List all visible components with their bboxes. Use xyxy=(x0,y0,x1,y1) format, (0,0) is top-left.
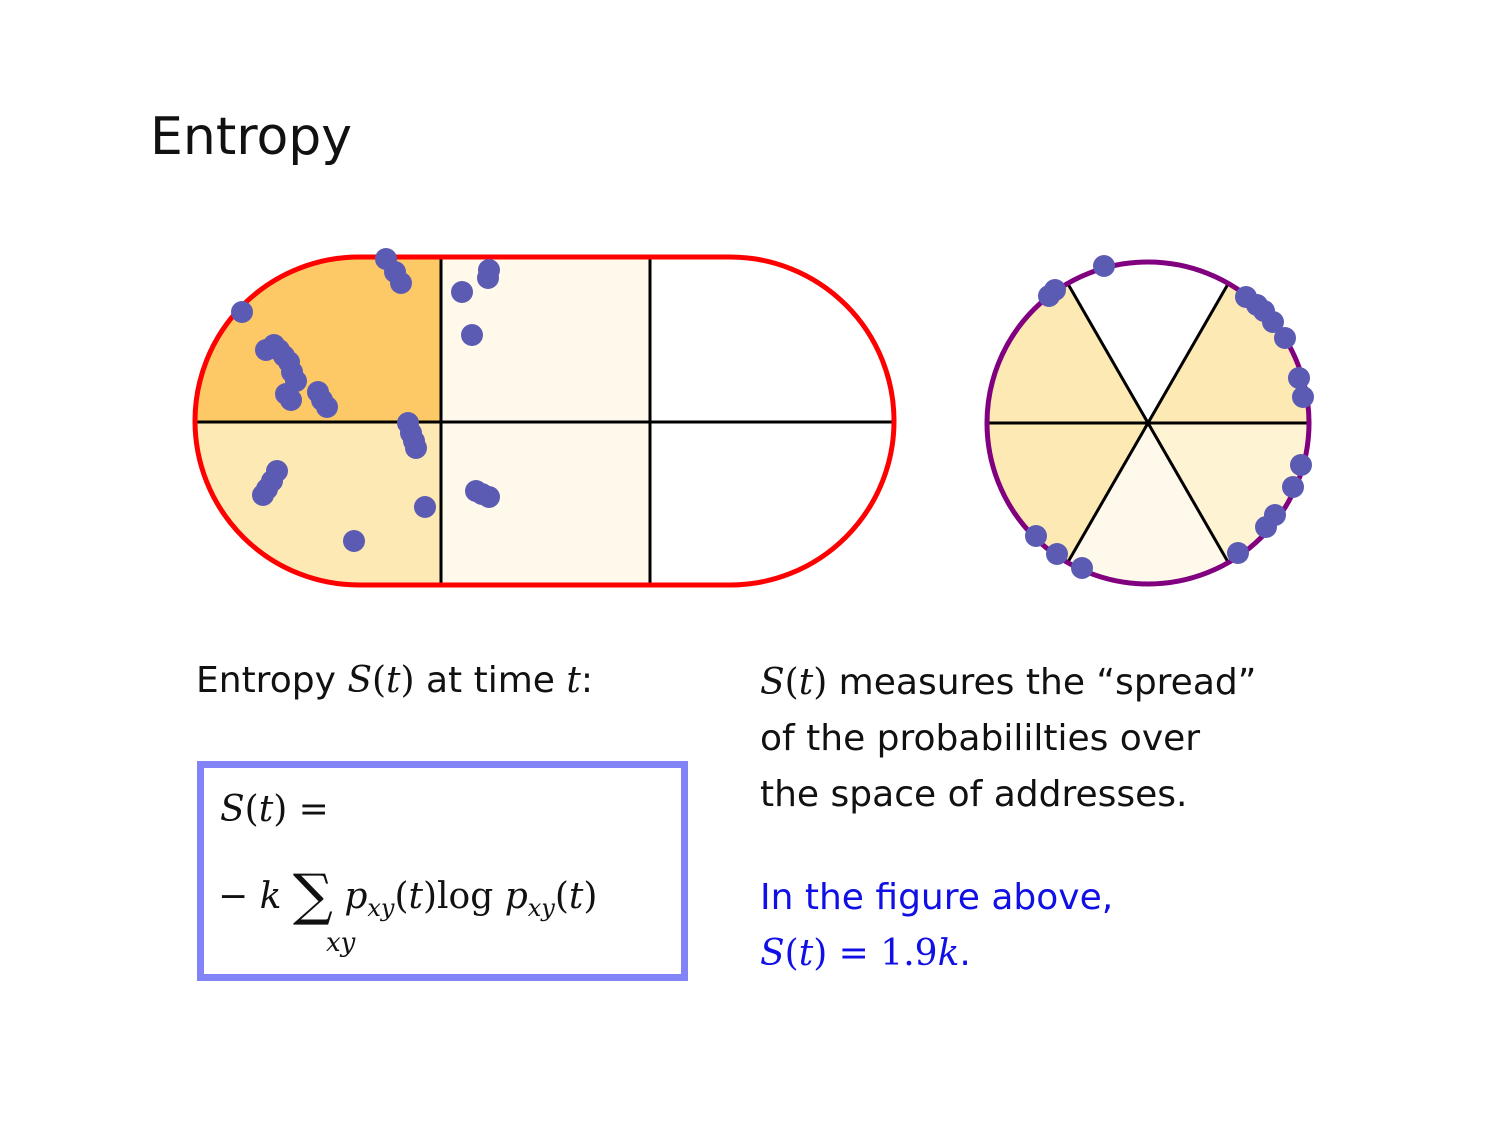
dot xyxy=(343,530,365,552)
label-paren-open: ( xyxy=(371,660,387,701)
dot xyxy=(1071,557,1093,579)
formula-box: S(t) = − k ∑ pxy(t)log pxy(t) xy xyxy=(197,761,688,981)
formula-line-1: S(t) = xyxy=(220,786,329,834)
formula-arg1-var: t xyxy=(408,876,423,917)
dot xyxy=(231,301,253,323)
description-line-2: of the probabililties over xyxy=(760,718,1201,759)
address-space-figure xyxy=(192,248,1314,588)
desc-var: t xyxy=(798,662,814,703)
formula-lhs-var: t xyxy=(258,789,274,830)
dot xyxy=(1274,327,1296,349)
dot xyxy=(1044,279,1066,301)
desc-close: ) xyxy=(813,662,828,703)
dot xyxy=(1290,454,1312,476)
formula-arg1-open: ( xyxy=(394,876,409,917)
label-func: S xyxy=(347,660,372,701)
dot xyxy=(252,484,274,506)
formula-equals: = xyxy=(287,789,329,830)
circle-dividers xyxy=(987,283,1309,563)
dot xyxy=(405,437,427,459)
circle-wedge-top xyxy=(1048,262,1248,423)
dot xyxy=(1093,255,1115,277)
formula-sub2: xy xyxy=(527,894,555,922)
note-var: t xyxy=(798,933,814,974)
dot xyxy=(477,267,499,289)
note-value: 1.9 xyxy=(880,933,938,974)
dot xyxy=(316,396,338,418)
label-suffix: : xyxy=(580,660,593,701)
dot xyxy=(414,496,436,518)
dot xyxy=(1025,525,1047,547)
stadium-cell-top-right xyxy=(650,257,894,422)
formula-line-2: − k ∑ pxy(t)log pxy(t) xyxy=(218,866,597,924)
label-mid: at time xyxy=(414,660,567,701)
dot xyxy=(1282,476,1304,498)
note-line-2: S(t) = 1.9k. xyxy=(760,926,1113,982)
formula-arg2-var: t xyxy=(568,876,584,917)
description-line-1: S(t) measures the “spread” xyxy=(760,655,1480,711)
label-paren-close: ) xyxy=(400,660,415,701)
formula-lhs-func: S xyxy=(220,789,245,830)
formula-arg2-open: ( xyxy=(554,876,569,917)
slide-title: Entropy xyxy=(150,107,353,167)
dot xyxy=(478,486,500,508)
formula-lhs-close: ) xyxy=(273,789,288,830)
stadium-border xyxy=(192,254,897,588)
sigma-icon: ∑ xyxy=(292,863,333,928)
stadium-grid-lines xyxy=(194,257,894,585)
dot xyxy=(1262,311,1284,333)
dot xyxy=(1288,367,1310,389)
formula-p2: p xyxy=(504,876,528,917)
label-var: t xyxy=(386,660,401,701)
dot xyxy=(1227,542,1249,564)
note-func: S xyxy=(760,933,785,974)
description: S(t) measures the “spread” of the probab… xyxy=(760,655,1480,823)
note-equals: = xyxy=(827,933,881,974)
label-var2: t xyxy=(566,660,581,701)
circle-dots xyxy=(1025,255,1314,579)
note-period: . xyxy=(959,933,971,974)
circle-border xyxy=(984,259,1312,587)
desc-open: ( xyxy=(784,662,799,703)
entropy-label: Entropy S(t) at time t: xyxy=(196,655,593,707)
stadium-dots xyxy=(231,248,500,552)
desc-rest: measures the “spread” xyxy=(827,662,1257,703)
desc-func: S xyxy=(760,662,785,703)
stadium-cell-bottom-right xyxy=(650,422,894,585)
formula-arg2-close: ) xyxy=(583,876,598,917)
dot xyxy=(1046,543,1068,565)
formula-p1: p xyxy=(344,876,368,917)
formula-lhs-open: ( xyxy=(244,789,259,830)
dot xyxy=(451,281,473,303)
dot xyxy=(390,272,412,294)
dot xyxy=(461,324,483,346)
formula-log: log xyxy=(437,876,505,917)
note-open: ( xyxy=(784,933,799,974)
note-k: k xyxy=(937,933,960,974)
formula-sub1: xy xyxy=(367,894,395,922)
stadium-cell-bottom-left xyxy=(195,422,441,585)
stadium-cell-bottom-middle xyxy=(441,422,650,585)
formula-k: k xyxy=(259,876,282,917)
formula-arg1-close: ) xyxy=(422,876,438,917)
note-line-1: In the figure above, xyxy=(760,877,1114,918)
formula-minus: − xyxy=(218,876,260,917)
circle-wedge-bottom xyxy=(1048,423,1248,584)
sum-index: xy xyxy=(326,928,356,958)
dot xyxy=(1255,516,1277,538)
dot xyxy=(280,389,302,411)
dot xyxy=(1292,386,1314,408)
description-line-3: the space of addresses. xyxy=(760,774,1188,815)
label-prefix: Entropy xyxy=(196,660,348,701)
figure-note: In the figure above, S(t) = 1.9k. xyxy=(760,870,1113,982)
note-close: ) xyxy=(813,933,828,974)
